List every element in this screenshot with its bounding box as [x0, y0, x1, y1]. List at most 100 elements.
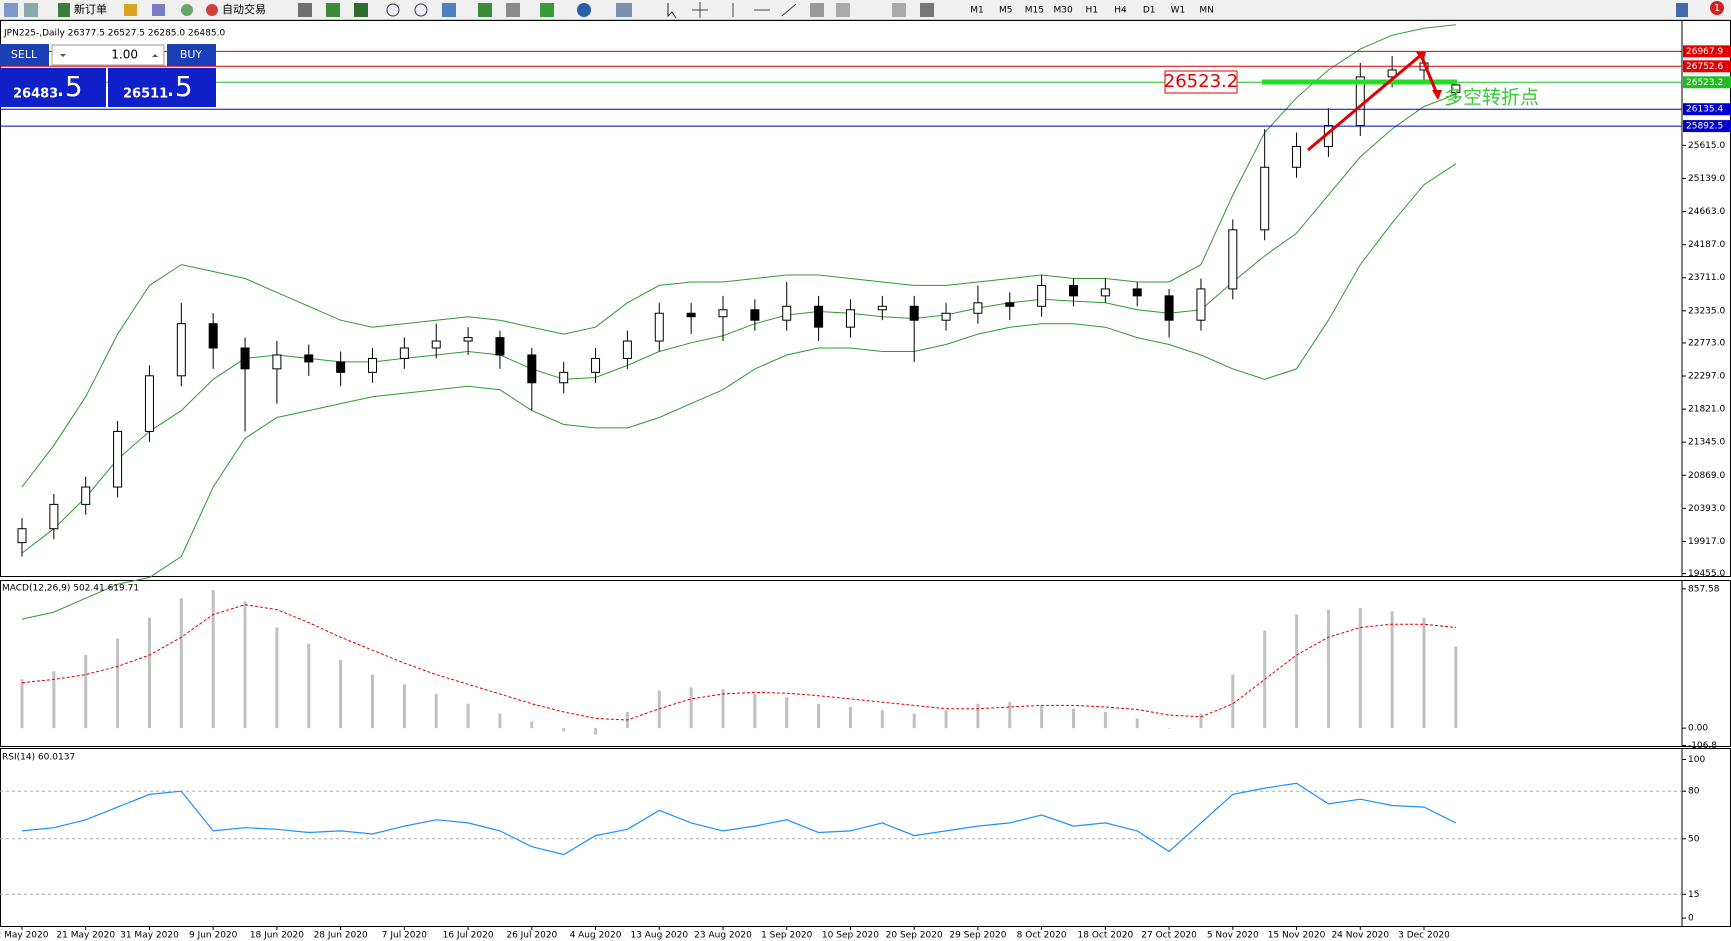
price-label-box[interactable] — [1164, 70, 1238, 94]
candle-body — [591, 357, 601, 373]
y-tick-label: 20393.0 — [1688, 504, 1725, 514]
timeframe[interactable]: M15 — [1025, 6, 1044, 16]
bollinger-band — [21, 24, 1456, 488]
drawn-objects: 26523.2 多空转折点 — [1164, 52, 1539, 152]
icon[interactable] — [298, 3, 312, 17]
candle-body — [1069, 284, 1078, 297]
candle-body — [1387, 69, 1397, 78]
y-tick-label: 0.00 — [1688, 724, 1708, 734]
rsi-line — [21, 782, 1457, 856]
new-order[interactable]: 新订单 — [74, 2, 107, 16]
timeframe[interactable]: W1 — [1171, 6, 1186, 16]
candle-body — [1005, 302, 1015, 307]
candle-body — [495, 337, 505, 356]
alert-badge[interactable] — [1710, 1, 1724, 15]
macd-bar — [817, 703, 821, 729]
candle-body — [431, 340, 441, 349]
trendline-tool[interactable] — [781, 3, 797, 17]
candle-body — [941, 312, 951, 321]
price-level-tag[interactable] — [1683, 60, 1731, 73]
icon[interactable] — [616, 3, 632, 17]
sell-button[interactable] — [0, 44, 49, 66]
icon[interactable] — [540, 3, 554, 17]
icon[interactable] — [24, 3, 38, 17]
timeframe[interactable]: M1 — [970, 6, 984, 16]
x-tick-label: 31 May 2020 — [120, 931, 179, 941]
macd-bar — [466, 703, 470, 729]
macd-bar — [880, 710, 884, 729]
macd-bar — [785, 697, 789, 729]
icon[interactable] — [326, 3, 340, 17]
annotation: 多空转折点 — [1444, 87, 1539, 109]
x-tick-label: 2 May 2020 — [0, 931, 49, 941]
price-level-tag[interactable] — [1683, 120, 1731, 133]
buy-button[interactable] — [167, 44, 216, 66]
candle-body — [622, 340, 632, 359]
icon[interactable] — [810, 3, 824, 17]
icon[interactable] — [442, 3, 456, 17]
icon[interactable] — [478, 3, 492, 17]
macd-bar — [211, 590, 215, 729]
x-tick-label: 1 Sep 2020 — [761, 931, 813, 941]
toolbar: 新订单 自动交易 M1 M5 M15 M30 H1 H4 D1 W1 MN 1 — [0, 0, 1731, 21]
timeframe[interactable]: H4 — [1114, 6, 1127, 16]
x-tick-label: 26 Jul 2020 — [506, 931, 557, 941]
icon[interactable] — [4, 3, 18, 17]
macd-bar — [562, 728, 566, 732]
macd-bar — [116, 638, 120, 729]
new-order-icon[interactable] — [58, 3, 70, 17]
buy-price-box[interactable] — [108, 68, 216, 107]
macd-bar — [1326, 609, 1330, 729]
icon[interactable] — [181, 4, 193, 16]
icon[interactable] — [836, 3, 850, 17]
crosshair-tool[interactable] — [692, 2, 708, 18]
x-tick-label: 18 Jun 2020 — [250, 931, 304, 941]
zoom-out[interactable] — [414, 3, 428, 17]
candle-body — [845, 309, 855, 328]
icon[interactable] — [577, 3, 591, 17]
macd-bar — [1454, 646, 1458, 729]
icon[interactable] — [124, 4, 137, 16]
candle-body — [17, 528, 27, 544]
sell-price-box[interactable] — [0, 68, 106, 107]
y-tick-label: 22773.0 — [1688, 338, 1725, 348]
macd-bar — [371, 674, 374, 729]
timeframe[interactable]: MN — [1199, 6, 1214, 16]
cursor-tool[interactable] — [667, 3, 677, 19]
macd-bar — [434, 694, 438, 729]
icon[interactable] — [152, 4, 165, 16]
candle-body — [1037, 284, 1047, 307]
search-icon[interactable] — [1676, 3, 1688, 17]
icon[interactable] — [892, 3, 906, 17]
icon[interactable] — [354, 3, 368, 17]
trade-panel: SELL 1.00 BUY 26483 .5 26511 .5 — [0, 44, 216, 107]
price-level-tag[interactable] — [1683, 103, 1731, 116]
icon[interactable] — [506, 3, 520, 17]
price-level-tag[interactable] — [1683, 76, 1731, 89]
timeframes: M1 M5 M15 M30 H1 H4 D1 W1 MN — [970, 6, 1214, 16]
timeframe[interactable]: M30 — [1053, 6, 1072, 16]
buy-pip: .5 — [166, 70, 193, 103]
macd-bar — [848, 707, 852, 729]
bollinger-band — [21, 93, 1457, 554]
zoom-in[interactable] — [386, 3, 400, 17]
timeframe[interactable]: M5 — [999, 6, 1013, 16]
price-level-tag[interactable] — [1683, 45, 1731, 58]
auto-trading-icon[interactable] — [206, 4, 218, 16]
x-tick-label: 9 Jun 2020 — [189, 931, 238, 941]
x-tick-label: 28 Jun 2020 — [314, 931, 368, 941]
macd-bar — [1040, 705, 1044, 729]
icon[interactable] — [920, 3, 934, 17]
timeframe[interactable]: H1 — [1086, 6, 1099, 16]
sell-label: SELL — [11, 48, 38, 61]
macd-bar — [594, 728, 598, 735]
candle-body — [368, 357, 377, 373]
price-level-label: 26135.4 — [1686, 105, 1723, 115]
auto-trading[interactable]: 自动交易 — [222, 2, 266, 16]
price-label: 26523.2 — [1164, 71, 1238, 92]
lot-input[interactable] — [51, 44, 165, 66]
timeframe[interactable]: D1 — [1143, 6, 1156, 16]
macd-bar — [1295, 614, 1299, 729]
